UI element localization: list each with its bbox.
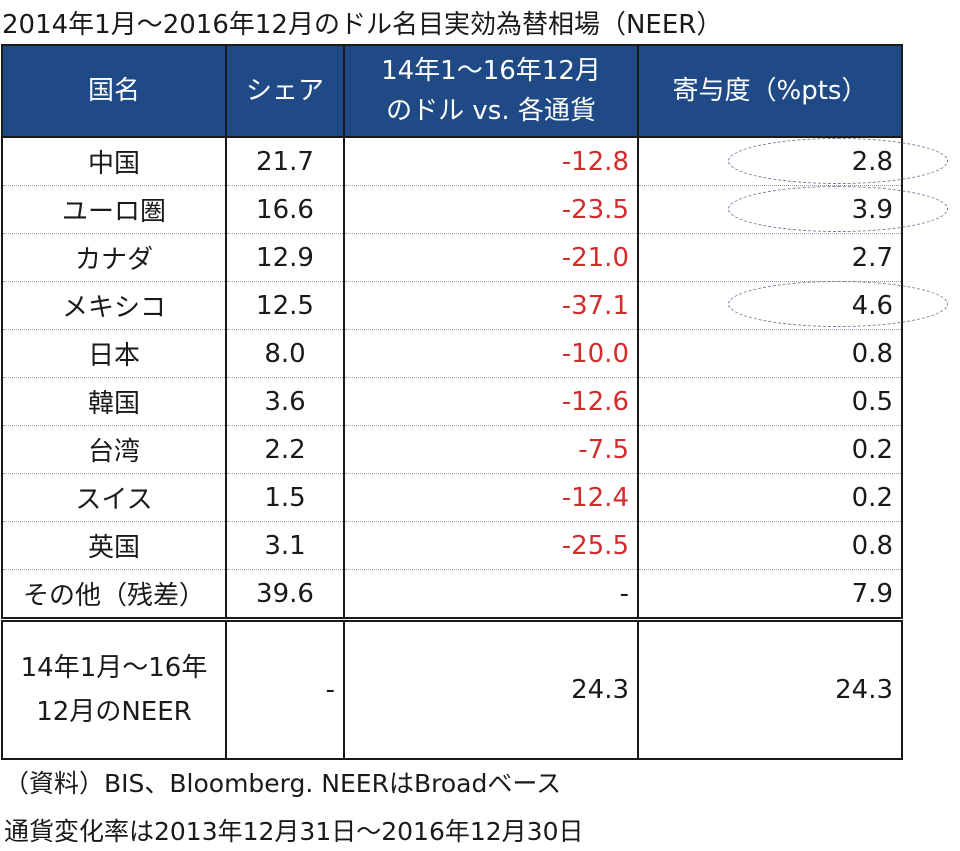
- table-row: 英国 3.1 -25.5 0.8: [1, 521, 903, 570]
- country-name: その他（残差）: [1, 569, 227, 622]
- total-label: 14年1月～16年 12月のNEER: [1, 619, 227, 760]
- change-value: -: [343, 569, 639, 622]
- share-value: 39.6: [225, 569, 345, 622]
- share-value: 3.6: [225, 377, 345, 426]
- change-value: -25.5: [343, 521, 639, 570]
- contribution-value: 0.2: [637, 425, 903, 474]
- header-country: 国名: [1, 44, 227, 138]
- total-contribution: 24.3: [637, 619, 903, 760]
- share-value: 12.9: [225, 233, 345, 282]
- change-value: -7.5: [343, 425, 639, 474]
- share-value: 3.1: [225, 521, 345, 570]
- highlight-oval-euro: [728, 186, 948, 232]
- total-share: -: [225, 619, 345, 760]
- header-change-line1: 14年1～16年12月: [381, 56, 601, 86]
- table-header-row: 国名 シェア 14年1～16年12月 のドル vs. 各通貨 寄与度（%pts）: [1, 44, 903, 138]
- change-value: -37.1: [343, 281, 639, 330]
- header-contribution: 寄与度（%pts）: [637, 44, 903, 138]
- change-value: -12.8: [343, 137, 639, 186]
- contribution-value: 2.7: [637, 233, 903, 282]
- share-value: 16.6: [225, 185, 345, 234]
- page-title: 2014年1月～2016年12月のドル名目実効為替相場（NEER）: [2, 10, 723, 40]
- share-value: 21.7: [225, 137, 345, 186]
- table-row: その他（残差） 39.6 - 7.9: [1, 569, 903, 622]
- header-change-line2: のドル vs. 各通貨: [386, 96, 596, 126]
- change-value: -23.5: [343, 185, 639, 234]
- country-name: カナダ: [1, 233, 227, 282]
- table-row: 台湾 2.2 -7.5 0.2: [1, 425, 903, 474]
- total-label-line1: 14年1月～16年: [20, 653, 208, 683]
- share-value: 1.5: [225, 473, 345, 522]
- change-value: -12.6: [343, 377, 639, 426]
- table-row: カナダ 12.9 -21.0 2.7: [1, 233, 903, 282]
- table-row: 日本 8.0 -10.0 0.8: [1, 329, 903, 378]
- country-name: 韓国: [1, 377, 227, 426]
- total-change: 24.3: [343, 619, 639, 760]
- header-share: シェア: [225, 44, 345, 138]
- contribution-value: 0.2: [637, 473, 903, 522]
- country-name: 英国: [1, 521, 227, 570]
- total-row: 14年1月～16年 12月のNEER - 24.3 24.3: [1, 619, 903, 760]
- change-value: -12.4: [343, 473, 639, 522]
- table-row: 韓国 3.6 -12.6 0.5: [1, 377, 903, 426]
- change-value: -21.0: [343, 233, 639, 282]
- country-name: 日本: [1, 329, 227, 378]
- country-name: メキシコ: [1, 281, 227, 330]
- change-value: -10.0: [343, 329, 639, 378]
- contribution-value: 0.8: [637, 329, 903, 378]
- header-change: 14年1～16年12月 のドル vs. 各通貨: [343, 44, 639, 138]
- contribution-value: 7.9: [637, 569, 903, 622]
- country-name: 中国: [1, 137, 227, 186]
- highlight-oval-mexico: [728, 281, 948, 327]
- share-value: 8.0: [225, 329, 345, 378]
- country-name: 台湾: [1, 425, 227, 474]
- total-label-line2: 12月のNEER: [36, 697, 192, 727]
- share-value: 12.5: [225, 281, 345, 330]
- country-name: スイス: [1, 473, 227, 522]
- neer-table: 国名 シェア 14年1～16年12月 のドル vs. 各通貨 寄与度（%pts）…: [1, 44, 903, 760]
- period-note: 通貨変化率は2013年12月31日～2016年12月30日: [4, 817, 584, 846]
- contribution-value: 0.5: [637, 377, 903, 426]
- source-note: （資料）BIS、Bloomberg. NEERはBroadベース: [4, 769, 562, 798]
- country-name: ユーロ圏: [1, 185, 227, 234]
- highlight-oval-china: [728, 138, 948, 184]
- contribution-value: 0.8: [637, 521, 903, 570]
- table-row: スイス 1.5 -12.4 0.2: [1, 473, 903, 522]
- share-value: 2.2: [225, 425, 345, 474]
